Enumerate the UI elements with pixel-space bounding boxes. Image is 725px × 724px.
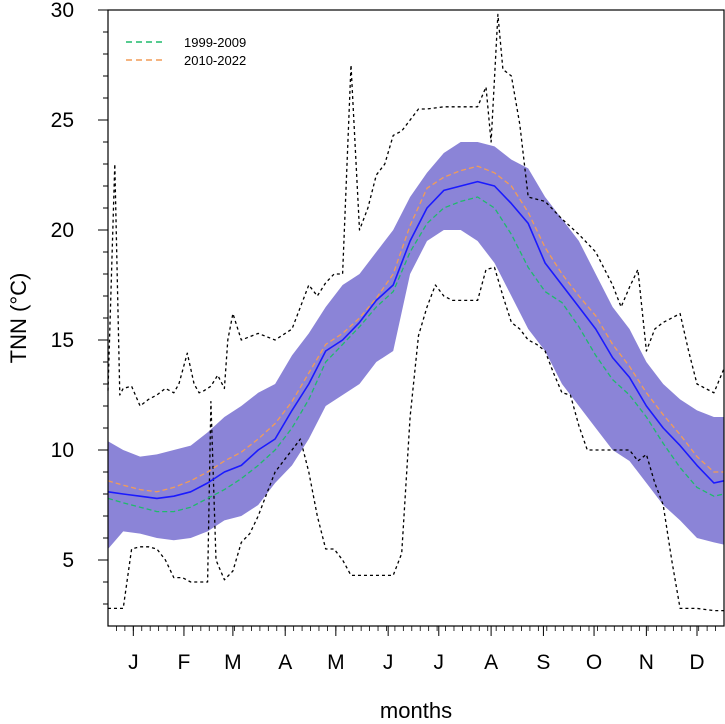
x-tick-label-2: M (224, 651, 242, 674)
y-tick-label: 5 (62, 549, 74, 572)
spread-band (108, 142, 724, 549)
series-line-4 (108, 266, 724, 612)
y-tick-label: 15 (51, 329, 74, 352)
series-line-3 (107, 13, 725, 407)
spread-band-layer (108, 142, 724, 549)
y-tick-label: 30 (51, 0, 74, 22)
series-line-1 (107, 196, 725, 513)
x-tick-label-10: N (639, 651, 654, 674)
y-tick-label: 25 (51, 109, 74, 132)
y-tick-label: 20 (51, 219, 74, 242)
x-tick-label-11: D (689, 651, 704, 674)
x-tick-label-8: S (536, 651, 550, 674)
legend-label-2010-2022: 2010-2022 (184, 53, 246, 68)
ticks-layer: 5 10 15 20 25 30 J F M A M J J A S O N D (51, 0, 716, 674)
x-axis-title: months (380, 698, 452, 723)
x-tick-label-5: J (383, 651, 394, 674)
y-tick-label: 10 (51, 439, 74, 462)
y-axis-title: TNN (°C) (6, 273, 31, 364)
legend: 1999-2009 2010-2022 (126, 35, 246, 68)
series-line-0 (107, 180, 725, 500)
x-tick-label-6: J (434, 651, 445, 674)
x-tick-label-7: A (484, 651, 498, 674)
x-tick-label-1: F (178, 651, 191, 674)
x-tick-label-4: M (327, 651, 345, 674)
x-tick-label-0: J (128, 651, 139, 674)
x-tick-label-9: O (586, 651, 602, 674)
series-line-2 (107, 165, 724, 493)
legend-label-1999-2009: 1999-2009 (184, 35, 246, 50)
x-tick-label-3: A (278, 651, 292, 674)
series-layer (107, 13, 725, 612)
